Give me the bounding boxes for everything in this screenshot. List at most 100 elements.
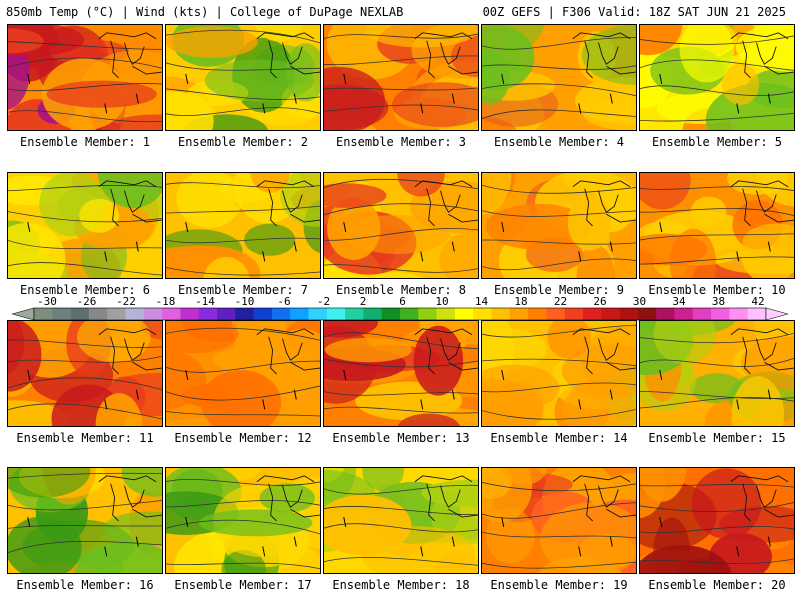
- isotherm-contour: [8, 211, 162, 223]
- scale-tick-label: 14: [474, 295, 489, 308]
- ensemble-member-map[interactable]: [7, 320, 163, 427]
- temperature-field: [8, 468, 162, 573]
- wind-barb: [659, 516, 771, 557]
- ensemble-member-map[interactable]: [323, 320, 479, 427]
- isotherm-contour: [482, 258, 636, 271]
- scale-swatch: [546, 308, 565, 320]
- isotherm-contour: [324, 523, 478, 533]
- ensemble-member-map[interactable]: [639, 172, 795, 279]
- isotherm-contour: [482, 324, 636, 338]
- isotherm-contour: [640, 85, 794, 97]
- ensemble-member-map[interactable]: [7, 467, 163, 574]
- temperature-field: [640, 25, 794, 130]
- great-lakes-outline: [98, 180, 162, 227]
- ensemble-member-map[interactable]: [639, 24, 795, 131]
- ensemble-member-map[interactable]: [165, 320, 321, 427]
- ensemble-member-label: Ensemble Member: 20: [648, 578, 786, 592]
- scale-swatch: [253, 308, 273, 320]
- ensemble-member-map[interactable]: [323, 172, 479, 279]
- ensemble-member-map[interactable]: [639, 467, 795, 574]
- isotherm-contour: [640, 186, 794, 192]
- color-scale-bar: [12, 307, 788, 321]
- ensemble-member-map[interactable]: [639, 320, 795, 427]
- scale-swatch: [747, 308, 767, 320]
- great-lakes-outline: [256, 32, 320, 79]
- run-info: 00Z GEFS | F306 Valid: 18Z SAT JUN 21 20…: [482, 5, 786, 19]
- scale-swatch: [290, 308, 309, 320]
- scale-swatch: [564, 308, 584, 320]
- scale-swatch: [583, 308, 602, 320]
- wind-barb: [27, 221, 139, 262]
- great-lakes-outline: [98, 328, 162, 375]
- isotherm-contour: [640, 391, 794, 399]
- wind-barb: [343, 516, 455, 557]
- scale-swatch: [70, 308, 90, 320]
- isotherm-contour: [8, 355, 162, 363]
- isotherm-contour: [640, 502, 794, 513]
- scale-tick-label: 34: [672, 295, 686, 308]
- ensemble-member-map[interactable]: [481, 467, 637, 574]
- isotherm-contour: [8, 239, 162, 250]
- ensemble-member-map[interactable]: [323, 467, 479, 574]
- ensemble-member-map[interactable]: [481, 24, 637, 131]
- scale-swatch: [107, 308, 126, 320]
- isotherm-contour: [8, 403, 162, 420]
- ensemble-member-label: Ensemble Member: 13: [332, 431, 470, 445]
- scale-tick-label: -14: [195, 295, 215, 308]
- temperature-field: [482, 173, 636, 278]
- ensemble-member-map[interactable]: [7, 24, 163, 131]
- isotherm-contour: [166, 385, 320, 401]
- isotherm-contour: [8, 262, 162, 276]
- isotherm-contour: [640, 256, 794, 265]
- great-lakes-outline: [256, 180, 320, 227]
- ensemble-member-label: Ensemble Member: 3: [335, 135, 467, 149]
- ensemble-member-map[interactable]: [165, 24, 321, 131]
- wind-barb: [501, 73, 613, 114]
- scale-tick-label: 18: [514, 295, 528, 308]
- ensemble-member-map[interactable]: [165, 467, 321, 574]
- isotherm-contour: [640, 484, 794, 488]
- isotherm-contour: [640, 112, 794, 122]
- scale-swatch: [125, 308, 145, 320]
- scale-swatch: [711, 308, 730, 320]
- ensemble-member-label: Ensemble Member: 7: [177, 283, 309, 297]
- isotherm-contour: [482, 83, 636, 97]
- ensemble-member-label: Ensemble Member: 10: [648, 283, 786, 297]
- isotherm-contour: [324, 264, 478, 273]
- ensemble-member-map[interactable]: [481, 172, 637, 279]
- scale-swatch: [528, 308, 547, 320]
- isotherm-contour: [8, 500, 162, 511]
- scale-swatch: [418, 308, 437, 320]
- ensemble-member-map[interactable]: [481, 320, 637, 427]
- isotherm-contour: [8, 184, 162, 192]
- scale-tick-label: 30: [632, 295, 647, 308]
- ensemble-member-label: Ensemble Member: 6: [19, 283, 151, 297]
- scale-swatch: [345, 308, 364, 320]
- great-lakes-outline: [730, 180, 794, 227]
- ensemble-member-map[interactable]: [323, 24, 479, 131]
- ensemble-member-map[interactable]: [7, 172, 163, 279]
- great-lakes-outline: [98, 475, 162, 522]
- scale-swatch: [162, 308, 181, 320]
- scale-swatch: [509, 308, 529, 320]
- temperature-field: [324, 468, 478, 573]
- isotherm-contour: [482, 481, 636, 492]
- ensemble-member-map[interactable]: [165, 172, 321, 279]
- scale-tick-label: -22: [116, 295, 136, 308]
- ensemble-member-label: Ensemble Member: 17: [174, 578, 312, 592]
- scale-tick-label: -18: [155, 295, 176, 308]
- great-lakes-outline: [98, 32, 162, 79]
- isotherm-contour: [640, 558, 794, 564]
- wind-barb: [185, 73, 297, 114]
- wind-barb: [27, 369, 139, 410]
- isotherm-contour: [324, 104, 478, 112]
- scale-swatch: [326, 308, 346, 320]
- scale-tick-label: -6: [277, 295, 291, 308]
- ensemble-member-label: Ensemble Member: 5: [651, 135, 783, 149]
- isotherm-contour: [482, 239, 636, 245]
- isotherm-contour: [640, 357, 794, 367]
- scale-swatch: [363, 308, 382, 320]
- isotherm-contour: [324, 228, 478, 241]
- temperature-field: [482, 25, 636, 130]
- isotherm-contour: [482, 409, 636, 420]
